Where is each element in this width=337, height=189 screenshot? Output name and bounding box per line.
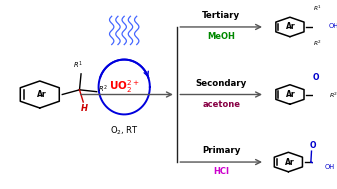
Text: $R^1$: $R^1$ xyxy=(313,4,321,13)
Text: Ar: Ar xyxy=(37,90,47,99)
Text: Secondary: Secondary xyxy=(195,79,247,88)
Text: $R^2$: $R^2$ xyxy=(98,84,108,95)
Text: OH: OH xyxy=(325,164,335,170)
Text: OH: OH xyxy=(329,23,337,29)
Text: Primary: Primary xyxy=(202,146,240,156)
Text: Ar: Ar xyxy=(286,90,296,99)
Text: $R^2$: $R^2$ xyxy=(313,39,321,48)
Text: Tertiary: Tertiary xyxy=(202,11,240,20)
Text: $R^1$: $R^1$ xyxy=(73,60,83,71)
Text: O: O xyxy=(309,141,316,150)
Text: Ar: Ar xyxy=(285,158,295,167)
Text: O: O xyxy=(313,73,319,82)
Text: $R^2$: $R^2$ xyxy=(329,91,337,100)
Text: MeOH: MeOH xyxy=(207,32,235,41)
Text: UO$_2^{2+}$: UO$_2^{2+}$ xyxy=(109,79,140,95)
Text: HCl: HCl xyxy=(213,167,229,176)
Text: H: H xyxy=(80,104,87,113)
Text: O$_2$, RT: O$_2$, RT xyxy=(110,125,139,137)
Text: Ar: Ar xyxy=(286,22,296,31)
Text: acetone: acetone xyxy=(202,100,240,109)
